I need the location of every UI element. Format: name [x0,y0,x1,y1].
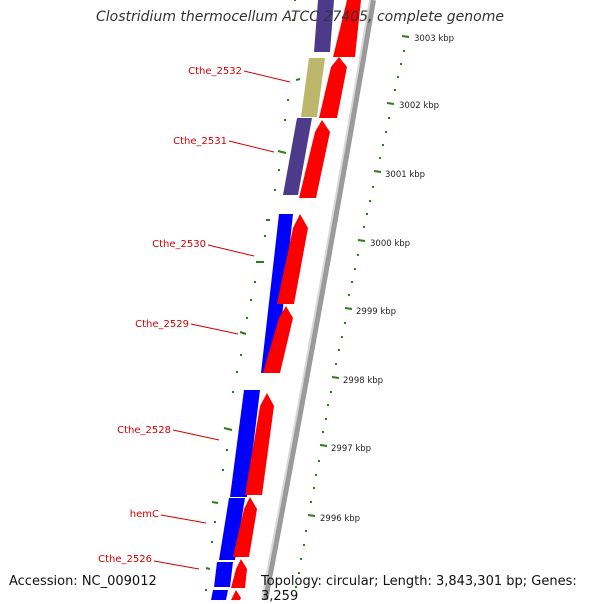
ruler-minor-tick [344,322,346,324]
reverse-cds-block [314,0,334,52]
ruler-minor-tick [325,418,327,420]
ruler-minor-tick [330,391,332,393]
reverse-cds-block [230,390,260,497]
ruler-label: 3003 kbp [414,34,454,44]
ruler-minor-tick [300,558,302,560]
ruler-minor-tick [327,404,329,406]
reverse-cds-block [301,58,325,117]
ruler-major-tick [331,376,340,379]
ruler-minor-tick [388,117,390,119]
ruler-minor-tick [379,157,381,159]
gene-leader-line [153,560,200,570]
ruler-major-tick [386,102,395,105]
gene-leader-line [207,244,255,257]
ruler-minor-tick [295,586,297,588]
tick-mark [223,427,233,431]
gene-label-cthe-2526[interactable]: Cthe_2526 [98,554,152,565]
ruler-label: 3000 kbp [370,239,410,249]
gene-label-cthe-2528[interactable]: Cthe_2528 [117,425,171,436]
ruler-label: 2996 kbp [320,514,360,524]
tick-mark [239,331,247,335]
ruler-minor-tick [341,336,343,338]
tick-mark [205,567,211,570]
ruler-minor-tick [335,363,337,365]
ruler-major-tick [307,514,316,517]
accession-text: Accession: NC_009012 [9,574,157,589]
outer-ruler-minor-ticks [295,50,405,588]
ruler-minor-tick [298,572,300,574]
outer-ruler-ticks [307,35,410,517]
ruler-labels: 3003 kbp 3002 kbp 3001 kbp 3000 kbp 2999… [320,34,454,524]
ruler-minor-tick [372,186,374,188]
forward-cds-arrow [231,590,241,600]
gene-label-cthe-2530[interactable]: Cthe_2530 [152,239,206,250]
forward-cds-arrow [319,57,347,118]
reverse-strand-track [211,0,334,600]
ruler-minor-tick [322,431,324,433]
forward-cds-arrow [231,559,247,588]
ruler-minor-tick [357,254,359,256]
ruler-minor-tick [305,530,307,532]
ruler-minor-tick [318,460,320,462]
genome-backbone [262,0,376,600]
tick-mark [295,78,301,81]
ruler-minor-tick [354,268,356,270]
ruler-minor-tick [310,501,312,503]
ruler-minor-tick [315,474,317,476]
forward-cds-arrow [333,0,361,57]
ruler-minor-tick [400,63,402,65]
forward-cds-arrow [277,214,308,304]
ruler-minor-tick [385,131,387,133]
forward-cds-arrow [299,120,330,198]
gene-leader-line [228,140,275,153]
ruler-minor-tick [351,281,353,283]
ruler-minor-tick [313,487,315,489]
ruler-label: 2998 kbp [343,376,383,386]
ruler-minor-tick [348,294,350,296]
gene-leader-line [160,514,207,524]
ruler-label: 3001 kbp [385,170,425,180]
gene-leader-line [172,429,220,441]
ruler-minor-tick [397,76,399,78]
ruler-minor-tick [403,50,405,52]
gene-label-hemc[interactable]: hemC [130,509,159,520]
ruler-minor-tick [338,349,340,351]
gene-labels: Cthe_2532 Cthe_2531 Cthe_2530 Cthe_2529 … [98,66,242,565]
ruler-major-tick [344,307,353,310]
inner-tick-track [205,0,301,591]
ruler-label: 2999 kbp [356,307,396,317]
ruler-major-tick [401,35,410,38]
ruler-minor-tick [363,226,365,228]
gene-label-cthe-2532[interactable]: Cthe_2532 [188,66,242,77]
ruler-minor-tick [366,213,368,215]
ruler-minor-tick [382,144,384,146]
map-title: Clostridium thermocellum ATCC 27405, com… [96,9,504,25]
genome-backbone-highlight [261,0,371,600]
forward-cds-arrow [245,393,274,495]
tick-mark [277,150,287,154]
reverse-cds-block [214,562,233,587]
ruler-minor-tick [394,89,396,91]
reverse-cds-block [219,498,245,560]
ruler-major-tick [357,239,366,242]
gene-leader-line [190,323,239,335]
tick-mark [211,501,219,504]
reverse-cds-block [211,590,228,600]
ruler-major-tick [373,170,382,173]
ruler-label: 3002 kbp [399,101,439,111]
forward-cds-arrow [263,306,293,373]
reverse-cds-block [261,214,293,373]
forward-cds-arrow [233,497,257,557]
gene-label-cthe-2529[interactable]: Cthe_2529 [135,319,189,330]
ruler-minor-tick [369,200,371,202]
gene-label-cthe-2531[interactable]: Cthe_2531 [173,136,227,147]
ruler-minor-tick [303,544,305,546]
forward-strand-track [231,0,361,600]
ruler-label: 2997 kbp [331,444,371,454]
ruler-major-tick [319,444,328,447]
gene-leader-lines [153,70,291,570]
reverse-cds-block [283,118,312,195]
gene-leader-line [243,70,291,83]
